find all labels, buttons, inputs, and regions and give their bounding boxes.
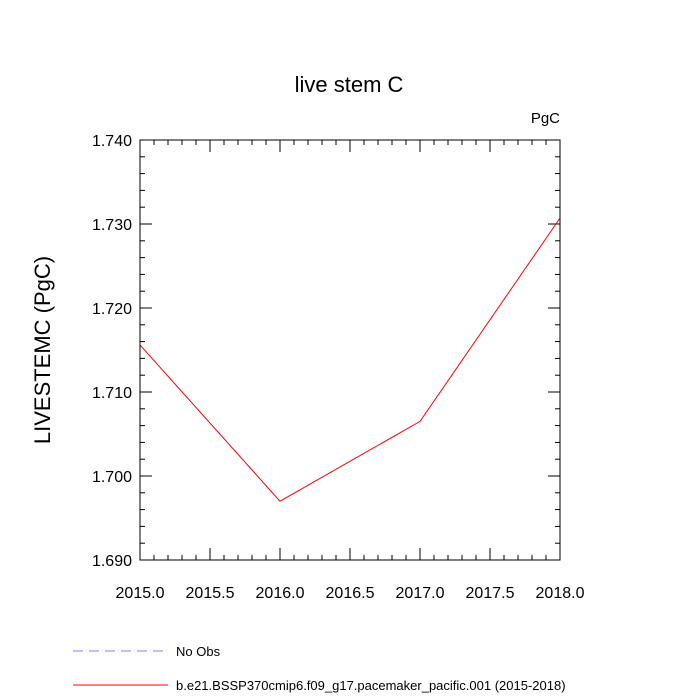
x-tick-label: 2015.5 (186, 585, 235, 602)
x-tick-label: 2017.5 (466, 585, 515, 602)
x-tick-labels: 2015.0 2015.5 2016.0 2016.5 2017.0 2017.5 2018… (116, 585, 585, 602)
y-tick-label: 1.710 (92, 385, 132, 402)
y-tick-label: 1.700 (92, 469, 132, 486)
ticks-layer (139, 139, 561, 561)
x-tick-label: 2016.0 (256, 585, 305, 602)
series-line (139, 217, 561, 502)
series-layer (139, 217, 561, 502)
x-tick-label: 2018.0 (536, 585, 585, 602)
y-tick-label: 1.720 (92, 301, 132, 318)
y-tick-label: 1.740 (92, 133, 132, 150)
y-tick-label: 1.690 (92, 553, 132, 570)
legend-label-no-obs: No Obs (176, 644, 221, 659)
x-tick-label: 2015.0 (116, 585, 165, 602)
y-tick-label: 1.730 (92, 217, 132, 234)
legend-label-model: b.e21.BSSP370cmip6.f09_g17.pacemaker_pac… (176, 678, 566, 693)
y-axis-label: LIVESTEMC (PgC) (30, 256, 55, 444)
chart-title: live stem C (295, 72, 404, 97)
y-tick-labels: 1.690 1.700 1.710 1.720 1.730 1.740 (92, 133, 132, 570)
legend: No Obs b.e21.BSSP370cmip6.f09_g17.pacema… (73, 644, 566, 693)
units-label: PgC (531, 110, 560, 127)
x-tick-label: 2017.0 (396, 585, 445, 602)
x-tick-label: 2016.5 (326, 585, 375, 602)
plot-frame (139, 139, 561, 561)
